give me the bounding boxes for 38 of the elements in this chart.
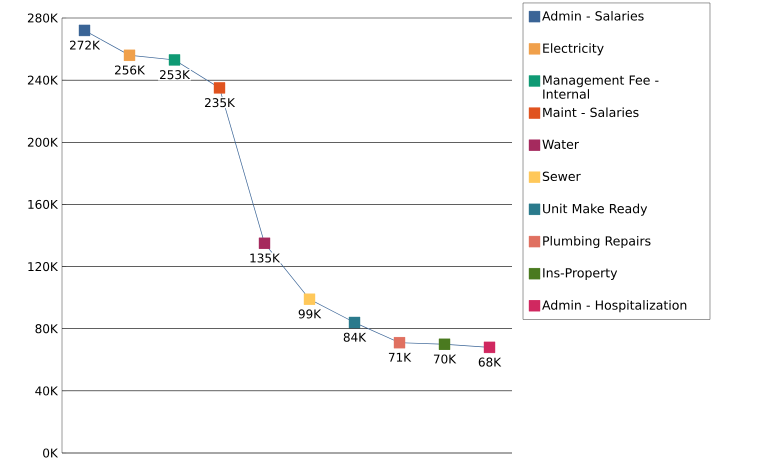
point [438,338,450,350]
legend-label: Sewer [542,172,581,182]
data-label: 135K [250,253,280,263]
data-label: 84K [344,332,366,342]
y-tick-label: 160K [28,200,58,209]
point [168,54,180,66]
y-tick-label: 200K [28,138,58,147]
data-label: 70K [434,354,456,364]
legend-label: Admin - Salaries [542,10,644,21]
data-label: 235K [204,98,236,108]
data-label: 99K [298,309,322,318]
point [304,293,316,305]
point [348,316,360,328]
legend-label: Admin - Hospitalization [542,300,686,312]
legend-label: Unit Make Ready [543,204,648,216]
point [214,82,226,94]
y-tick-label: 240K [28,76,58,85]
legend-label: Maint - Salaries [543,107,639,118]
point [258,238,270,249]
legend-label: Plumbing Repairs [543,236,650,248]
y-tick-label: 40K [35,386,58,396]
point [124,50,136,61]
data-label: 253K [160,70,190,80]
data-label: 68K [478,358,502,367]
legend-label: Management Fee - Internal [543,76,658,99]
legend-label: Water [542,140,579,149]
legend-label: Electricity [543,43,604,56]
y-tick-label: 0K [43,448,58,458]
data-label: 71K [388,352,412,362]
legend-label: Ins-Property [543,268,618,280]
point [78,24,90,36]
y-tick-label: 120K [28,262,58,272]
y-tick-label: 80K [35,324,58,334]
y-tick-label: 280K [28,13,58,23]
point [394,336,406,348]
data-label: 272K [70,40,100,50]
point [484,342,496,354]
data-label: 256K [114,65,146,75]
